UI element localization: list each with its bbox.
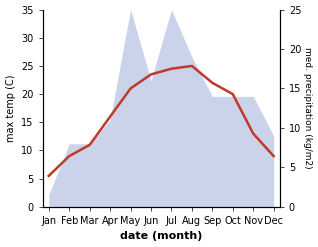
- X-axis label: date (month): date (month): [120, 231, 203, 242]
- Y-axis label: max temp (C): max temp (C): [5, 74, 16, 142]
- Y-axis label: med. precipitation (kg/m2): med. precipitation (kg/m2): [303, 47, 313, 169]
